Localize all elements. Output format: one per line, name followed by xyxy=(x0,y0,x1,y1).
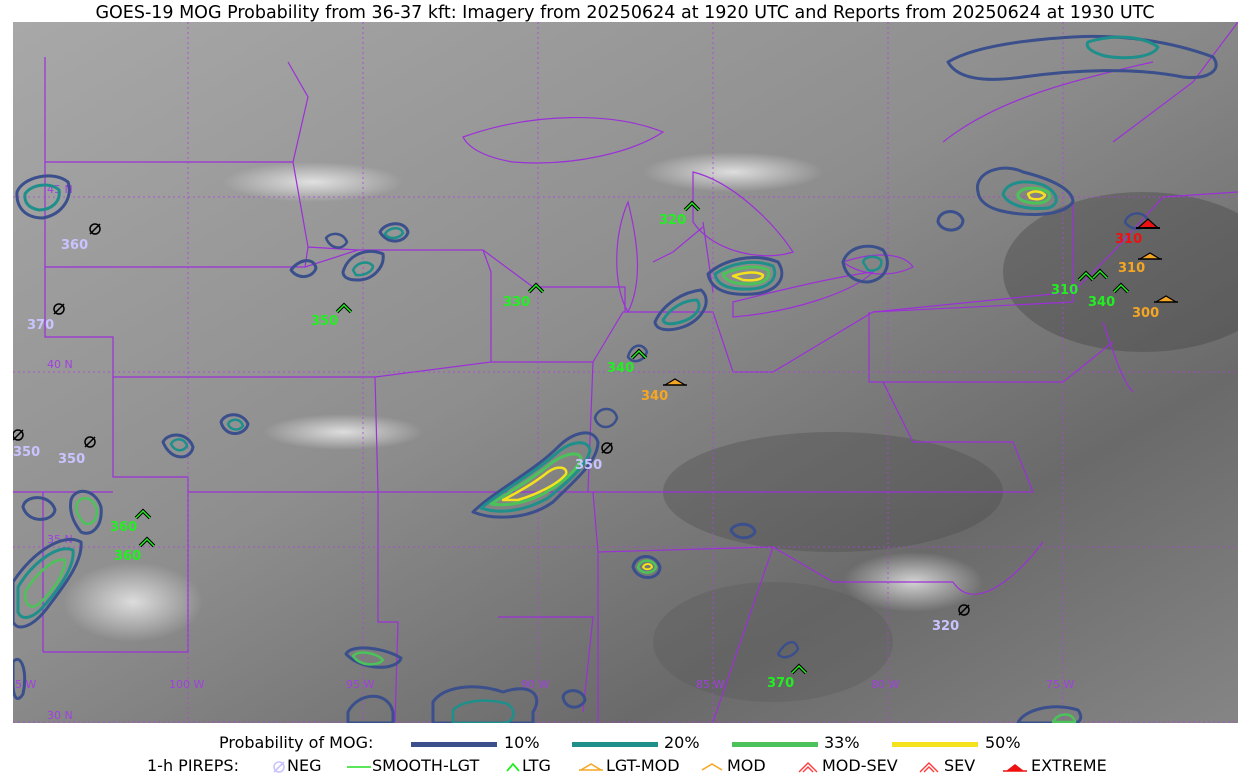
pirep-label: 360 xyxy=(110,520,137,535)
legend-label-20: 20% xyxy=(664,733,700,752)
pirep-lgt-mod: 340 xyxy=(641,378,687,404)
cloud-streaks xyxy=(63,152,983,642)
legend-swatch-10 xyxy=(411,742,497,747)
pirep-label: 340 xyxy=(607,361,634,376)
lgt-mod-icon xyxy=(579,763,603,771)
lon-label: 90 W xyxy=(521,678,549,691)
legend-pirep-mod-sev: MOD-SEV xyxy=(822,756,898,775)
legend-pirep-mod: MOD xyxy=(727,756,766,775)
smooth-lgt-icon xyxy=(347,766,371,768)
pirep-ltg: 350 xyxy=(311,302,353,329)
legend-pirep-smooth-lgt: SMOOTH-LGT xyxy=(372,756,480,775)
pirep-neg: 320 xyxy=(932,604,970,634)
legend-label-50: 50% xyxy=(985,733,1021,752)
legend-swatch-20 xyxy=(572,742,658,747)
legend-pirep-lgt-mod: LGT-MOD xyxy=(606,756,680,775)
pirep-label: 350 xyxy=(58,452,85,467)
legend-pirep-neg: NEG xyxy=(287,756,322,775)
imagery-background xyxy=(13,22,1238,723)
mog-probability-contours xyxy=(13,34,1218,723)
pirep-label: 310 xyxy=(1051,283,1078,298)
legend-pirep-sev: SEV xyxy=(944,756,976,775)
pirep-label: 350 xyxy=(575,458,602,473)
pirep-ltg: 330 xyxy=(503,282,545,310)
legend-pirep-extreme: EXTREME xyxy=(1031,756,1107,775)
pirep-ltg: 360 xyxy=(114,536,156,564)
pirep-reports: 360 370 350 350 320 350 350 330 320 340 … xyxy=(13,200,1178,691)
contour-cluster-ohio-valley xyxy=(471,431,600,519)
pirep-ltg: 340 xyxy=(607,348,648,376)
pirep-label: 360 xyxy=(61,238,88,253)
pirep-extreme: 310 xyxy=(1115,218,1160,247)
pirep-ltg: 360 xyxy=(110,508,152,535)
neg-icon xyxy=(273,761,285,773)
sev-icon xyxy=(919,762,939,773)
lon-label: 95 W xyxy=(346,678,374,691)
extreme-icon xyxy=(1003,764,1027,772)
mod-icon xyxy=(701,763,723,771)
pirep-neg: 370 xyxy=(27,303,65,333)
satellite-map: 105 W 100 W 95 W 90 W 85 W 80 W 75 W 45 … xyxy=(13,22,1238,723)
lon-label: 75 W xyxy=(1046,678,1074,691)
lat-label: 30 N xyxy=(47,709,73,722)
pirep-ltg: 320 xyxy=(659,200,701,228)
legend-swatch-50 xyxy=(892,742,978,747)
probability-legend-title: Probability of MOG: xyxy=(219,733,374,752)
pirep-label: 370 xyxy=(767,676,794,691)
pireps-legend: 1-h PIREPS: NEG SMOOTH-LGT LTG LGT-MOD M… xyxy=(0,756,1250,778)
pirep-label: 310 xyxy=(1118,261,1145,276)
contour-cluster-michigan xyxy=(653,256,784,332)
legend-label-33: 33% xyxy=(824,733,860,752)
pirep-lgt-mod: 310 xyxy=(1118,252,1162,276)
pirep-label: 370 xyxy=(27,318,54,333)
ltg-icon xyxy=(506,762,520,772)
pirep-label: 350 xyxy=(311,314,338,329)
legend-pirep-ltg: LTG xyxy=(522,756,551,775)
legend-label-10: 10% xyxy=(504,733,540,752)
pirep-label: 340 xyxy=(1088,295,1115,310)
pirep-label: 320 xyxy=(932,619,959,634)
lon-label: 85 W xyxy=(696,678,724,691)
lon-label: 80 W xyxy=(871,678,899,691)
mod-sev-icon xyxy=(798,762,818,773)
legend-swatch-33 xyxy=(732,742,818,747)
page-title: GOES-19 MOG Probability from 36-37 kft: … xyxy=(95,3,1155,23)
pirep-neg: 350 xyxy=(58,436,96,467)
pirep-lgt-mod: 300 xyxy=(1132,295,1178,321)
pirep-label: 330 xyxy=(503,295,530,310)
pireps-legend-title: 1-h PIREPS: xyxy=(147,756,239,775)
contour-cluster-south xyxy=(344,344,1083,723)
pirep-neg: 350 xyxy=(575,442,613,473)
probability-legend: Probability of MOG: 10% 20% 33% 50% xyxy=(0,733,1250,755)
pirep-neg: 350 xyxy=(13,429,40,460)
lon-label: 100 W xyxy=(169,678,204,691)
grid-labels: 105 W 100 W 95 W 90 W 85 W 80 W 75 W 45 … xyxy=(13,183,1074,722)
pirep-ltg: 310 xyxy=(1051,268,1109,298)
dark-band xyxy=(653,192,1238,702)
lat-label: 40 N xyxy=(47,358,73,371)
pirep-label: 350 xyxy=(13,445,40,460)
pirep-ltg: 370 xyxy=(767,663,808,691)
pirep-neg: 360 xyxy=(61,223,101,253)
pirep-ltg: 340 xyxy=(1088,282,1130,310)
pirep-label: 340 xyxy=(641,389,668,404)
pirep-label: 360 xyxy=(114,549,141,564)
contour-cluster-northeast xyxy=(841,34,1218,284)
pirep-label: 320 xyxy=(659,213,686,228)
contour-cluster-west xyxy=(13,174,410,700)
pirep-label: 310 xyxy=(1115,232,1142,247)
pirep-label: 300 xyxy=(1132,306,1159,321)
